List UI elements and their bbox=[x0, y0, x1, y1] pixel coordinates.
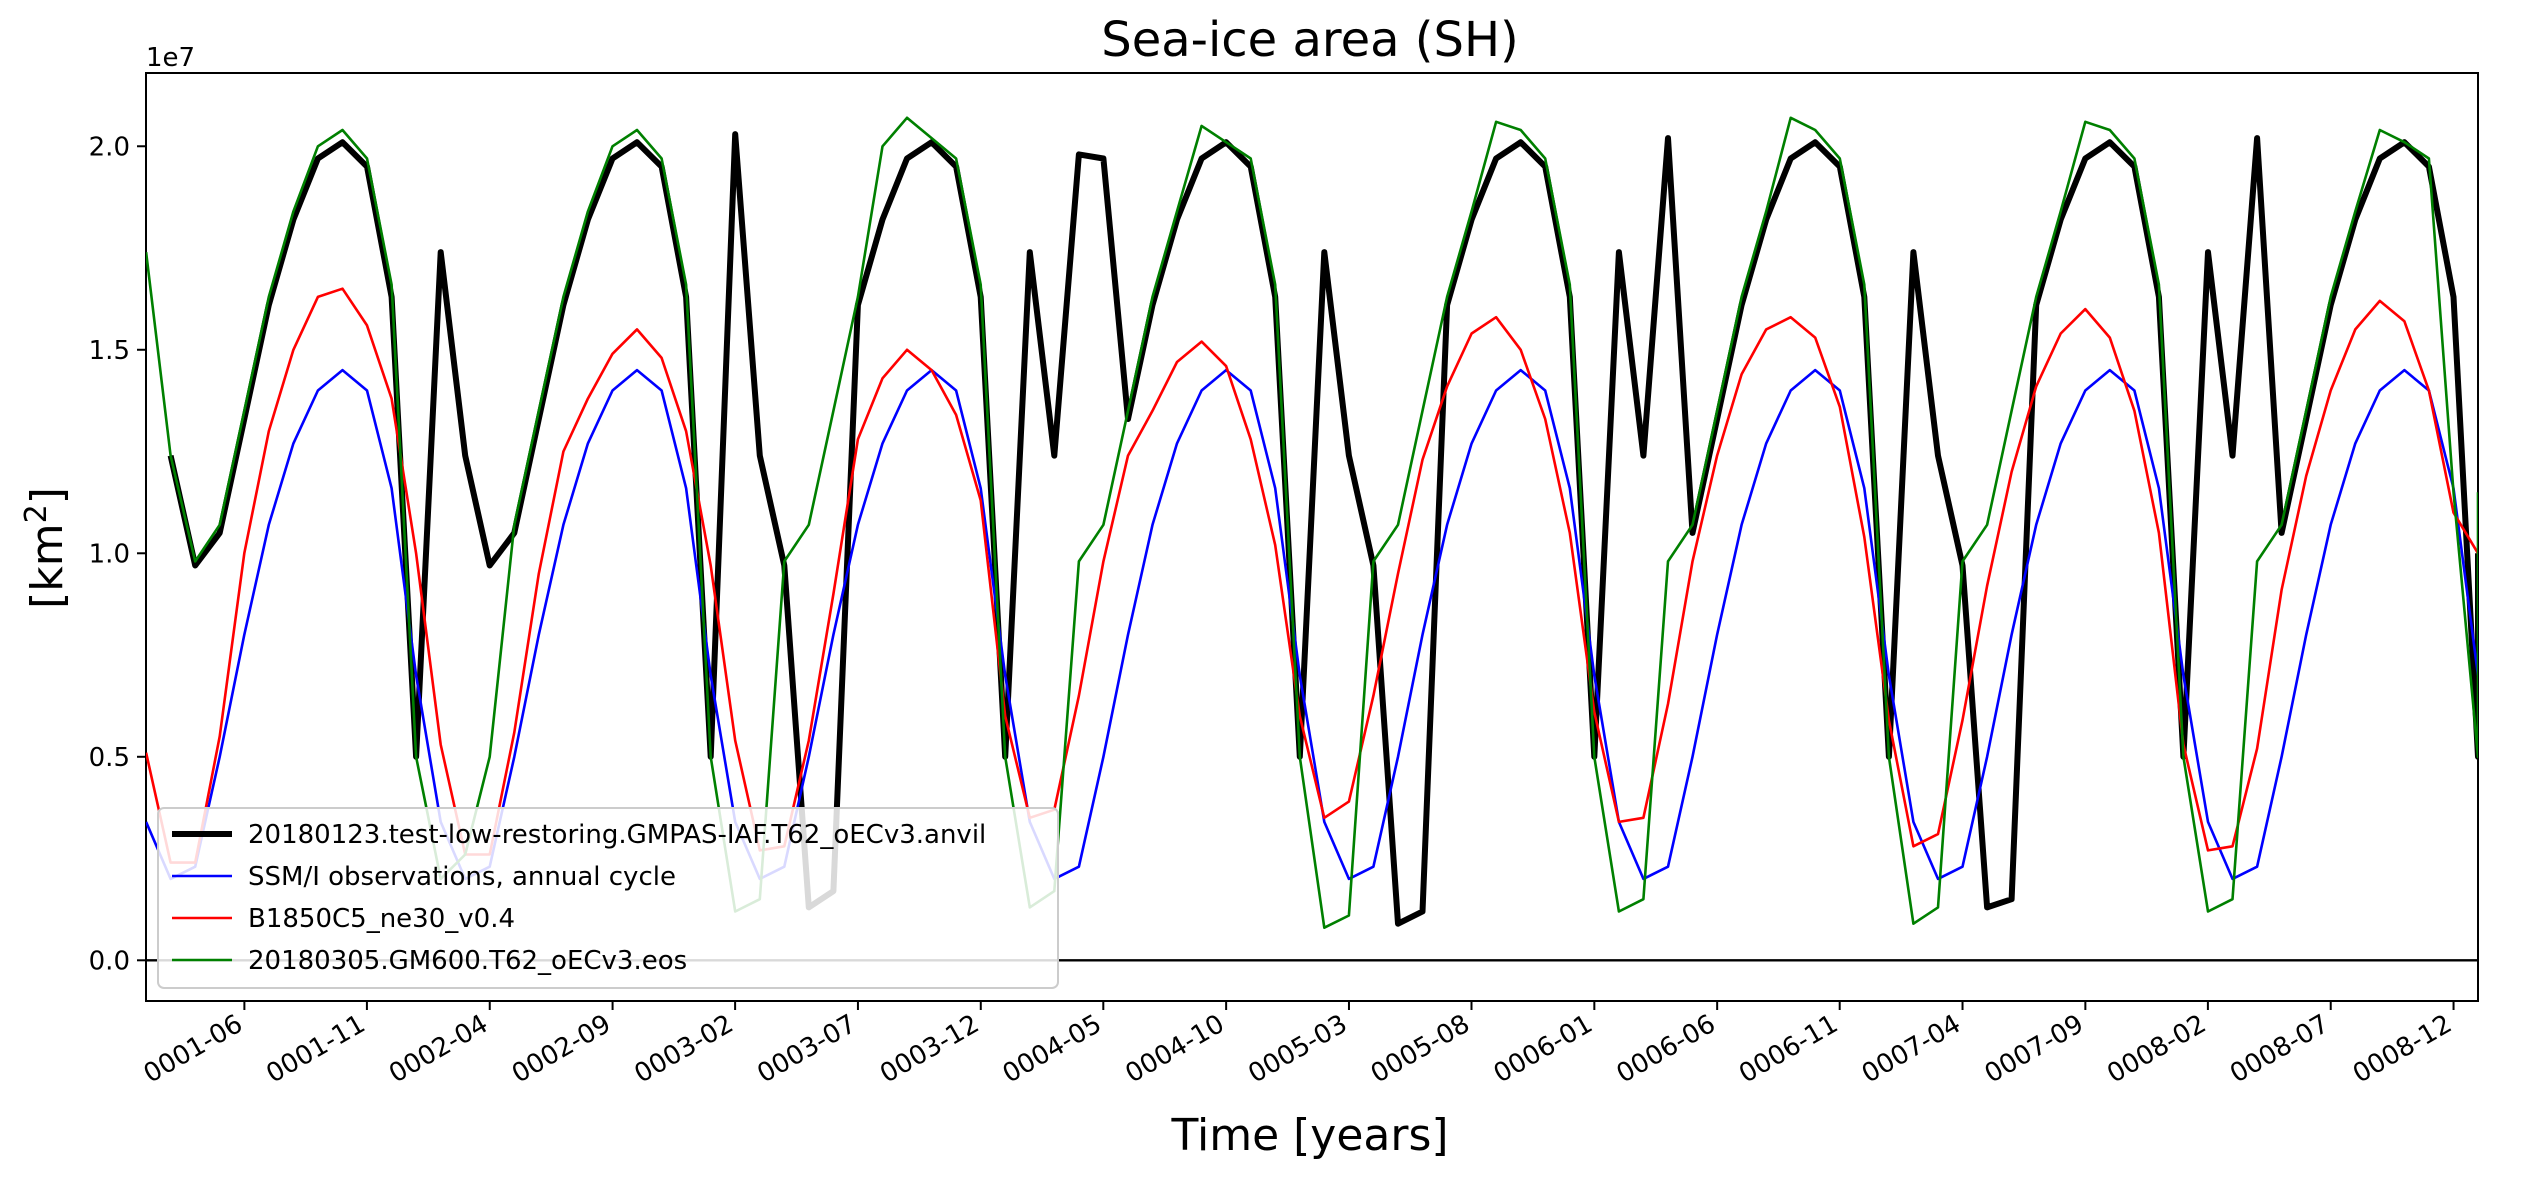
y-tick-label: 2.0 bbox=[89, 132, 130, 162]
y-offset-label: 1e7 bbox=[146, 43, 195, 73]
chart-title: Sea-ice area (SH) bbox=[1101, 12, 1519, 68]
y-tick-label: 1.0 bbox=[89, 539, 130, 569]
y-axis-label-exponent: 2 bbox=[19, 504, 54, 523]
series-line-1 bbox=[167, 131, 2478, 927]
y-tick-label: 1.5 bbox=[89, 336, 130, 366]
legend-entry-label: 20180123.test-low-restoring.GMPAS-IAF.T6… bbox=[248, 820, 986, 850]
series-line-4 bbox=[146, 116, 2478, 929]
legend-entry-label: 20180305.GM600.T62_oECv3.eos bbox=[248, 946, 687, 976]
y-axis-label-close: ] bbox=[22, 487, 73, 504]
legend-entry-label: B1850C5_ne30_v0.4 bbox=[248, 904, 515, 934]
legend: 20180123.test-low-restoring.GMPAS-IAF.T6… bbox=[157, 807, 1059, 989]
y-tick-label: 0.0 bbox=[89, 946, 130, 976]
series-line-3 bbox=[146, 287, 2478, 864]
legend-entry-label: SSM/I observations, annual cycle bbox=[248, 862, 676, 892]
x-axis-label: Time [years] bbox=[1170, 1110, 1448, 1161]
y-tick-label: 0.5 bbox=[89, 743, 130, 773]
legend-box bbox=[157, 807, 1059, 989]
y-axis-label: [km2] bbox=[19, 487, 73, 609]
y-axis-label-text: [km bbox=[22, 523, 73, 609]
series-line-2 bbox=[146, 368, 2478, 881]
